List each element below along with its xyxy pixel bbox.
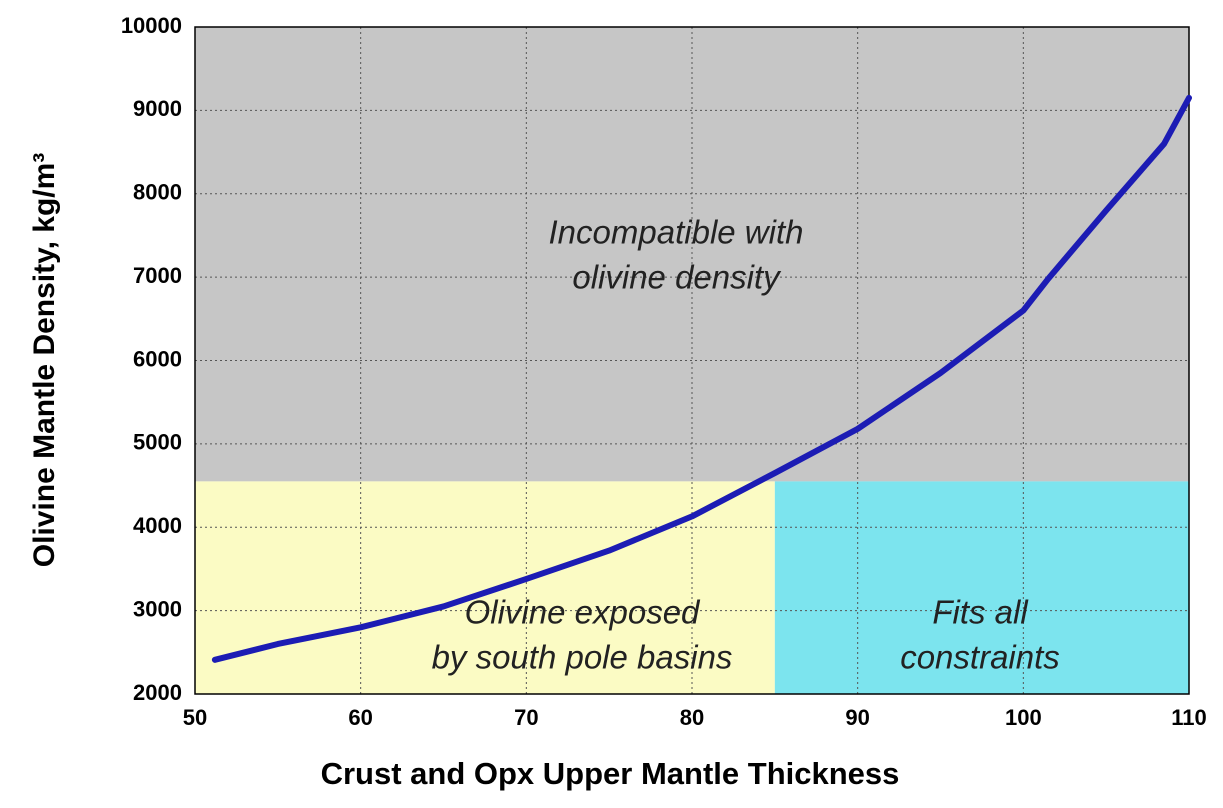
x-tick-label: 80: [680, 705, 704, 730]
y-tick-label: 3000: [133, 596, 182, 621]
y-tick-label: 7000: [133, 263, 182, 288]
x-tick-label: 90: [845, 705, 869, 730]
annotation: olivine density: [572, 259, 782, 296]
annotation: constraints: [900, 639, 1060, 676]
y-tick-label: 5000: [133, 430, 182, 455]
y-tick-label: 10000: [121, 13, 182, 38]
x-tick-label: 60: [348, 705, 372, 730]
plot-border: [194, 26, 1190, 695]
annotation: by south pole basins: [432, 639, 733, 676]
y-tick-label: 2000: [133, 680, 182, 705]
x-tick-label: 70: [514, 705, 538, 730]
region: [774, 481, 1189, 694]
x-tick-label: 110: [1171, 705, 1207, 730]
y-axis-label: Olivine Mantle Density, kg/m³: [28, 153, 61, 568]
data-line: [211, 94, 1192, 663]
x-axis-label: Crust and Opx Upper Mantle Thickness: [321, 756, 900, 791]
y-tick-label: 6000: [133, 346, 182, 371]
x-tick-label: 50: [183, 705, 207, 730]
x-tick-label: 100: [1005, 705, 1042, 730]
y-tick-label: 4000: [133, 513, 182, 538]
annotation: Fits all: [932, 594, 1029, 631]
y-tick-label: 8000: [133, 180, 182, 205]
region: [195, 481, 775, 694]
annotation: Incompatible with: [549, 214, 804, 251]
y-tick-label: 9000: [133, 96, 182, 121]
annotation: Olivine exposed: [465, 594, 701, 631]
plot-area: [194, 26, 1192, 695]
